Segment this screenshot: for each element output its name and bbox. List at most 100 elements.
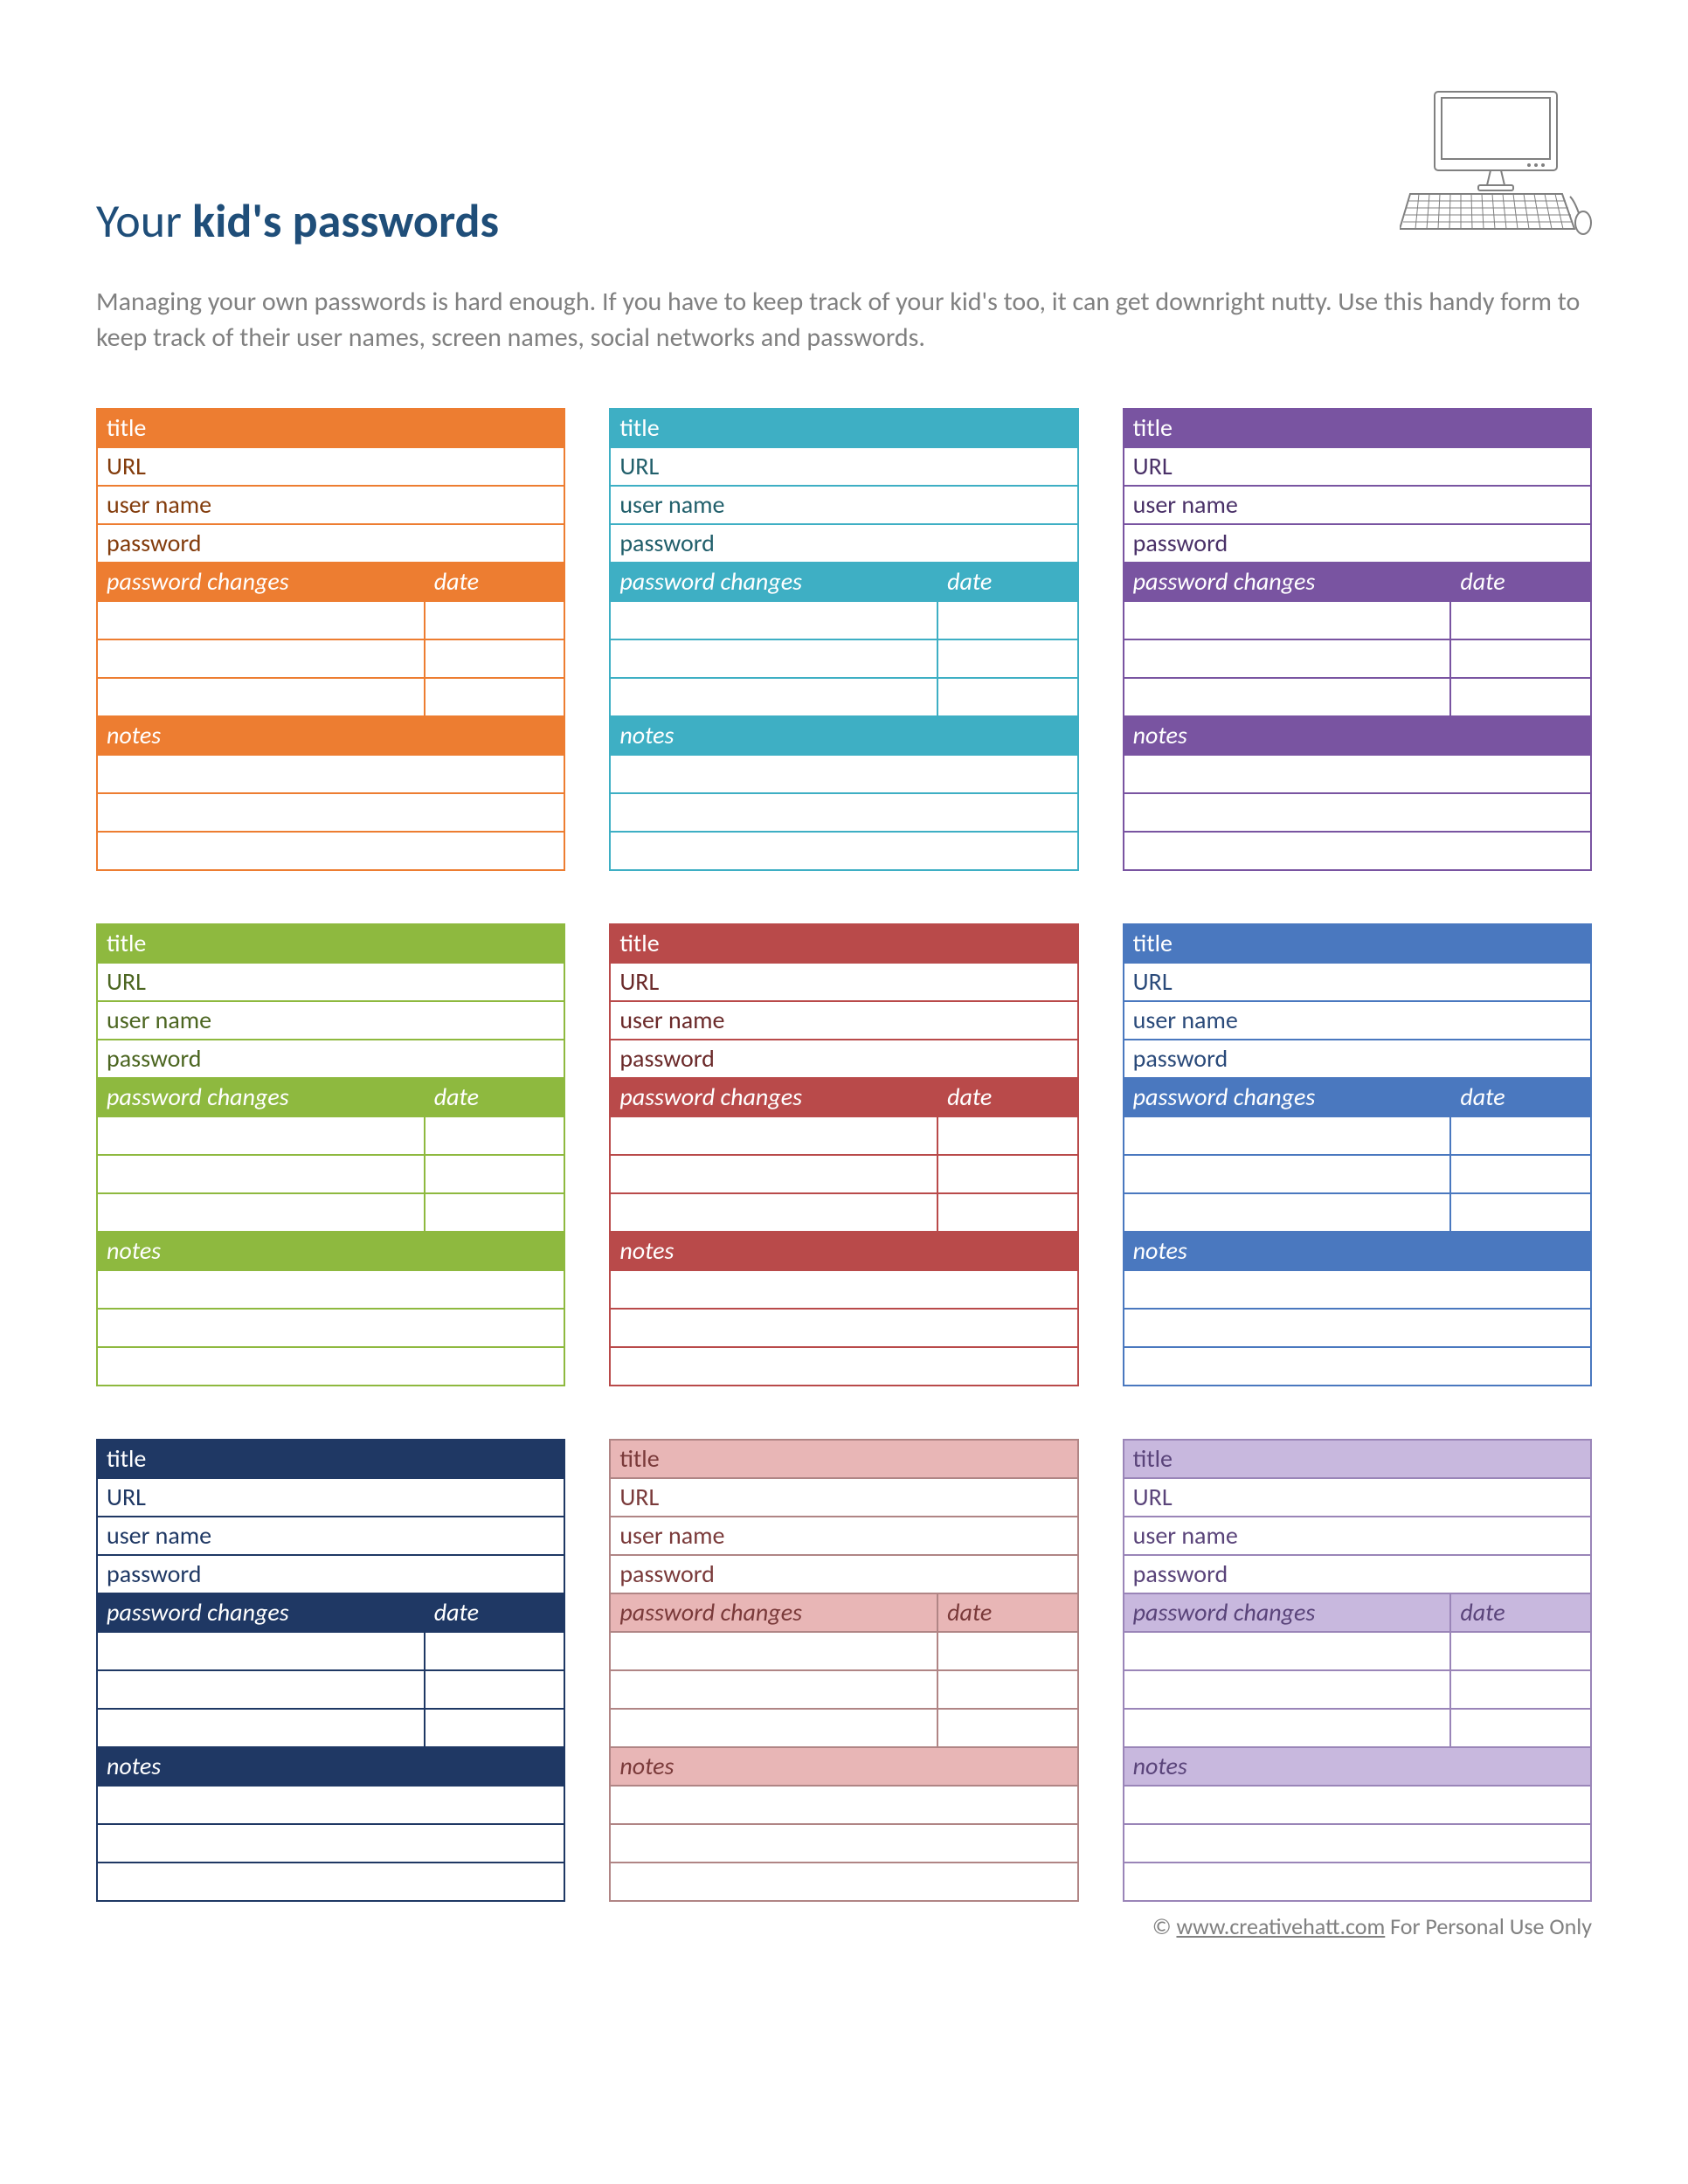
password-label[interactable]: password — [1124, 1040, 1591, 1078]
note-cell[interactable] — [610, 1824, 1077, 1863]
date-cell[interactable] — [425, 1116, 565, 1155]
note-cell[interactable] — [1124, 1347, 1591, 1386]
date-cell[interactable] — [937, 1116, 1078, 1155]
date-cell[interactable] — [1450, 1632, 1591, 1670]
date-cell[interactable] — [425, 1632, 565, 1670]
date-cell[interactable] — [425, 1193, 565, 1232]
password-change-cell[interactable] — [1124, 1670, 1451, 1709]
password-change-cell[interactable] — [1124, 1632, 1451, 1670]
password-change-cell[interactable] — [1124, 1155, 1451, 1193]
user-name-label[interactable]: user name — [97, 1517, 564, 1555]
note-cell[interactable] — [1124, 1786, 1591, 1824]
password-change-cell[interactable] — [97, 1193, 425, 1232]
note-cell[interactable] — [97, 832, 564, 870]
password-change-cell[interactable] — [1124, 639, 1451, 678]
date-cell[interactable] — [1450, 1193, 1591, 1232]
note-cell[interactable] — [97, 1270, 564, 1309]
date-cell[interactable] — [1450, 1116, 1591, 1155]
password-label[interactable]: password — [1124, 1555, 1591, 1593]
url-label[interactable]: URL — [1124, 963, 1591, 1001]
url-label[interactable]: URL — [610, 447, 1077, 486]
note-cell[interactable] — [97, 1863, 564, 1901]
date-cell[interactable] — [937, 1193, 1078, 1232]
password-change-cell[interactable] — [610, 1155, 937, 1193]
password-label[interactable]: password — [97, 1555, 564, 1593]
password-label[interactable]: password — [610, 524, 1077, 563]
password-label[interactable]: password — [97, 1040, 564, 1078]
password-change-cell[interactable] — [97, 639, 425, 678]
password-change-cell[interactable] — [1124, 1193, 1451, 1232]
note-cell[interactable] — [610, 755, 1077, 793]
note-cell[interactable] — [97, 1786, 564, 1824]
url-label[interactable]: URL — [97, 447, 564, 486]
password-change-cell[interactable] — [97, 1155, 425, 1193]
user-name-label[interactable]: user name — [97, 1001, 564, 1040]
password-change-cell[interactable] — [97, 1632, 425, 1670]
password-change-cell[interactable] — [610, 1116, 937, 1155]
user-name-label[interactable]: user name — [610, 1001, 1077, 1040]
date-cell[interactable] — [425, 1155, 565, 1193]
date-cell[interactable] — [425, 639, 565, 678]
user-name-label[interactable]: user name — [610, 486, 1077, 524]
user-name-label[interactable]: user name — [97, 486, 564, 524]
note-cell[interactable] — [610, 1270, 1077, 1309]
note-cell[interactable] — [1124, 1309, 1591, 1347]
note-cell[interactable] — [1124, 755, 1591, 793]
user-name-label[interactable]: user name — [610, 1517, 1077, 1555]
password-change-cell[interactable] — [610, 1709, 937, 1747]
user-name-label[interactable]: user name — [1124, 1517, 1591, 1555]
password-label[interactable]: password — [97, 524, 564, 563]
password-change-cell[interactable] — [610, 678, 937, 716]
password-change-cell[interactable] — [1124, 678, 1451, 716]
date-cell[interactable] — [425, 601, 565, 639]
note-cell[interactable] — [97, 755, 564, 793]
date-cell[interactable] — [425, 1709, 565, 1747]
note-cell[interactable] — [97, 793, 564, 832]
password-change-cell[interactable] — [1124, 1709, 1451, 1747]
password-change-cell[interactable] — [610, 1670, 937, 1709]
password-label[interactable]: password — [610, 1040, 1077, 1078]
footer-link[interactable]: www.creativehatt.com — [1176, 1912, 1385, 1940]
password-change-cell[interactable] — [97, 1670, 425, 1709]
password-change-cell[interactable] — [610, 1632, 937, 1670]
date-cell[interactable] — [937, 1709, 1078, 1747]
date-cell[interactable] — [1450, 1155, 1591, 1193]
password-change-cell[interactable] — [97, 601, 425, 639]
password-change-cell[interactable] — [97, 1116, 425, 1155]
note-cell[interactable] — [610, 1786, 1077, 1824]
note-cell[interactable] — [1124, 832, 1591, 870]
password-label[interactable]: password — [610, 1555, 1077, 1593]
date-cell[interactable] — [1450, 1670, 1591, 1709]
date-cell[interactable] — [1450, 639, 1591, 678]
user-name-label[interactable]: user name — [1124, 486, 1591, 524]
date-cell[interactable] — [425, 1670, 565, 1709]
date-cell[interactable] — [1450, 678, 1591, 716]
note-cell[interactable] — [610, 1347, 1077, 1386]
password-change-cell[interactable] — [610, 1193, 937, 1232]
note-cell[interactable] — [610, 1309, 1077, 1347]
note-cell[interactable] — [1124, 793, 1591, 832]
date-cell[interactable] — [1450, 1709, 1591, 1747]
password-change-cell[interactable] — [1124, 601, 1451, 639]
date-cell[interactable] — [425, 678, 565, 716]
password-change-cell[interactable] — [1124, 1116, 1451, 1155]
note-cell[interactable] — [1124, 1270, 1591, 1309]
user-name-label[interactable]: user name — [1124, 1001, 1591, 1040]
note-cell[interactable] — [1124, 1824, 1591, 1863]
password-change-cell[interactable] — [97, 1709, 425, 1747]
date-cell[interactable] — [937, 1670, 1078, 1709]
date-cell[interactable] — [937, 1155, 1078, 1193]
date-cell[interactable] — [937, 601, 1078, 639]
url-label[interactable]: URL — [97, 963, 564, 1001]
url-label[interactable]: URL — [97, 1478, 564, 1517]
date-cell[interactable] — [937, 1632, 1078, 1670]
note-cell[interactable] — [610, 1863, 1077, 1901]
password-label[interactable]: password — [1124, 524, 1591, 563]
password-change-cell[interactable] — [610, 639, 937, 678]
note-cell[interactable] — [1124, 1863, 1591, 1901]
date-cell[interactable] — [937, 639, 1078, 678]
url-label[interactable]: URL — [1124, 447, 1591, 486]
note-cell[interactable] — [97, 1824, 564, 1863]
date-cell[interactable] — [1450, 601, 1591, 639]
password-change-cell[interactable] — [97, 678, 425, 716]
